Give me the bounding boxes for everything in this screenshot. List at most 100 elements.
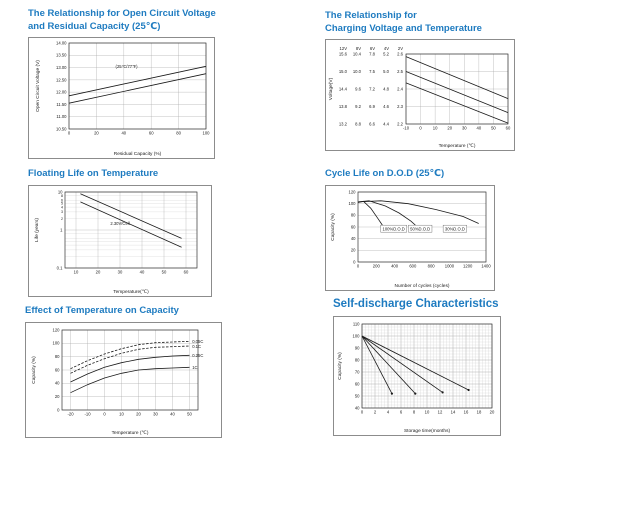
svg-text:6.9: 6.9 [369, 104, 375, 109]
svg-text:40: 40 [121, 131, 126, 136]
series-cycle-use-lower [405, 71, 509, 114]
svg-text:800: 800 [428, 263, 436, 268]
grid [361, 323, 493, 409]
svg-text:40: 40 [170, 411, 175, 416]
series-low-temp [361, 335, 469, 391]
svg-text:80: 80 [55, 354, 60, 359]
series [70, 340, 190, 393]
svg-text:30: 30 [153, 411, 158, 416]
axes [405, 53, 509, 125]
chart-floating-life: Floating Life on Temperature 8 6 5 4 3 2 10 20 3… [28, 168, 212, 297]
svg-text:Temperature (℃): Temperature (℃) [439, 143, 476, 149]
svg-text:6.6: 6.6 [369, 121, 375, 126]
svg-text:4: 4 [61, 205, 63, 209]
svg-text:3: 3 [61, 210, 63, 214]
svg-text:13.50: 13.50 [56, 53, 67, 58]
chart-cycle-life: Cycle Life on D.O.D (25℃) 0 200 400 600 800 1… [325, 168, 495, 291]
chart-title-line: The Relationship for [325, 10, 417, 21]
svg-text:12.00: 12.00 [56, 90, 67, 95]
svg-text:1: 1 [60, 227, 63, 232]
svg-text:4: 4 [387, 410, 390, 415]
svg-text:40: 40 [355, 406, 360, 411]
svg-text:50: 50 [187, 411, 192, 416]
svg-text:90: 90 [355, 346, 360, 351]
axis-labels: 0 2 4 6 8 10 12 14 16 18 20 110 100 90 80 70 60 50 40 Stora… [337, 322, 495, 435]
svg-text:11.50: 11.50 [56, 102, 67, 107]
svg-text:18: 18 [477, 410, 482, 415]
axis-labels: 0 200 400 600 800 1000 1200 1400120100806040200… [330, 189, 491, 289]
svg-text:100%D.O.D: 100%D.O.D [382, 226, 404, 231]
svg-text:200: 200 [373, 263, 381, 268]
svg-text:0.1: 0.1 [57, 265, 63, 270]
series-lower-line [68, 73, 207, 104]
axis-labels: -20 -10 0 10 20 30 40 50 120 100 80 60 40 20 0 Temperat… [31, 327, 192, 436]
svg-text:14: 14 [451, 410, 456, 415]
svg-text:12.50: 12.50 [56, 77, 67, 82]
series-dod-50 [357, 199, 418, 227]
series-dod-30 [357, 199, 479, 224]
chart-title: The Relationship for Open Circuit Voltag… [28, 8, 216, 33]
series [68, 65, 207, 104]
svg-text:50%D.O.D: 50%D.O.D [410, 226, 430, 231]
svg-text:10: 10 [58, 189, 63, 194]
svg-text:13.00: 13.00 [56, 65, 67, 70]
svg-text:5.0: 5.0 [383, 69, 389, 74]
svg-text:60: 60 [149, 131, 154, 136]
series-life-upper [80, 192, 182, 239]
svg-text:2.6: 2.6 [397, 51, 403, 56]
svg-text:13.8: 13.8 [339, 104, 348, 109]
svg-text:1200: 1200 [463, 263, 473, 268]
annotations: 100%D.O.D 50%D.O.D 30%D.O.D [380, 224, 467, 232]
svg-text:20: 20 [94, 131, 99, 136]
svg-text:6: 6 [61, 198, 63, 202]
svg-text:50: 50 [355, 394, 360, 399]
grid [65, 191, 197, 268]
svg-text:8.8: 8.8 [355, 121, 361, 126]
series-rate-0.05C [70, 340, 190, 369]
chart-title: Effect of Temperature on Capacity [25, 305, 222, 318]
series-upper-line [68, 65, 207, 97]
chart-title: Cycle Life on D.O.D (25℃) [325, 168, 495, 181]
svg-text:0.25C: 0.25C [192, 352, 203, 357]
svg-text:15.6: 15.6 [339, 51, 348, 56]
series-high-temp [361, 335, 393, 394]
svg-text:100: 100 [353, 334, 361, 339]
svg-text:10: 10 [74, 269, 79, 274]
svg-text:14.00: 14.00 [56, 40, 67, 45]
axes [68, 42, 207, 130]
svg-text:Storage time(months): Storage time(months) [404, 428, 451, 434]
self-discharge-chart-canvas: 0 2 4 6 8 10 12 14 16 18 20 110 100 90 80 70 60 50 40 Stora… [333, 316, 501, 437]
axis-labels: 0 20 40 60 80 100 14.00 13.50 13.00 12.50 12.00 11.… [35, 40, 210, 157]
svg-text:Temperature(℃): Temperature(℃) [113, 289, 149, 295]
chart-title-line: Effect of Temperature on Capacity [25, 305, 179, 316]
svg-text:50: 50 [491, 126, 496, 131]
svg-text:80: 80 [176, 131, 181, 136]
chart-temperature-capacity: Effect of Temperature on Capacity -20 -10… [25, 305, 222, 438]
chart-title-line: Cycle Life on D.O.D (25℃) [325, 168, 445, 179]
svg-text:4.8: 4.8 [383, 86, 389, 91]
svg-text:7.8: 7.8 [369, 51, 375, 56]
svg-text:100: 100 [349, 201, 357, 206]
svg-text:0: 0 [57, 407, 60, 412]
svg-text:Open Circuit Voltage (V): Open Circuit Voltage (V) [35, 60, 41, 112]
svg-text:40: 40 [140, 269, 145, 274]
svg-text:12V: 12V [340, 46, 348, 51]
svg-text:(25℃/77℉): (25℃/77℉) [116, 64, 139, 69]
open-circuit-voltage-chart-canvas: 0 20 40 60 80 100 14.00 13.50 13.00 12.50 12.00 11.… [28, 37, 215, 160]
svg-text:-20: -20 [67, 411, 74, 416]
chart-title-line: Floating Life on Temperature [28, 168, 159, 179]
series [405, 56, 509, 124]
svg-text:50: 50 [162, 269, 167, 274]
grid [68, 42, 207, 130]
series-cycle-use-upper [405, 56, 509, 100]
svg-text:110: 110 [353, 322, 360, 327]
charging-voltage-chart-canvas: -10 0 10 20 30 40 50 60 12V 8V 6V 4V 2V 15.6 10.4 7.8 5.… [325, 39, 515, 152]
svg-text:Residual Capacity (%): Residual Capacity (%) [114, 151, 162, 157]
series-float-use [405, 82, 509, 124]
svg-text:60: 60 [355, 382, 360, 387]
svg-text:2.3: 2.3 [397, 104, 403, 109]
chart-open-circuit-voltage: The Relationship for Open Circuit Voltag… [28, 8, 216, 160]
svg-text:10.50: 10.50 [56, 126, 67, 131]
svg-text:0: 0 [361, 410, 364, 415]
